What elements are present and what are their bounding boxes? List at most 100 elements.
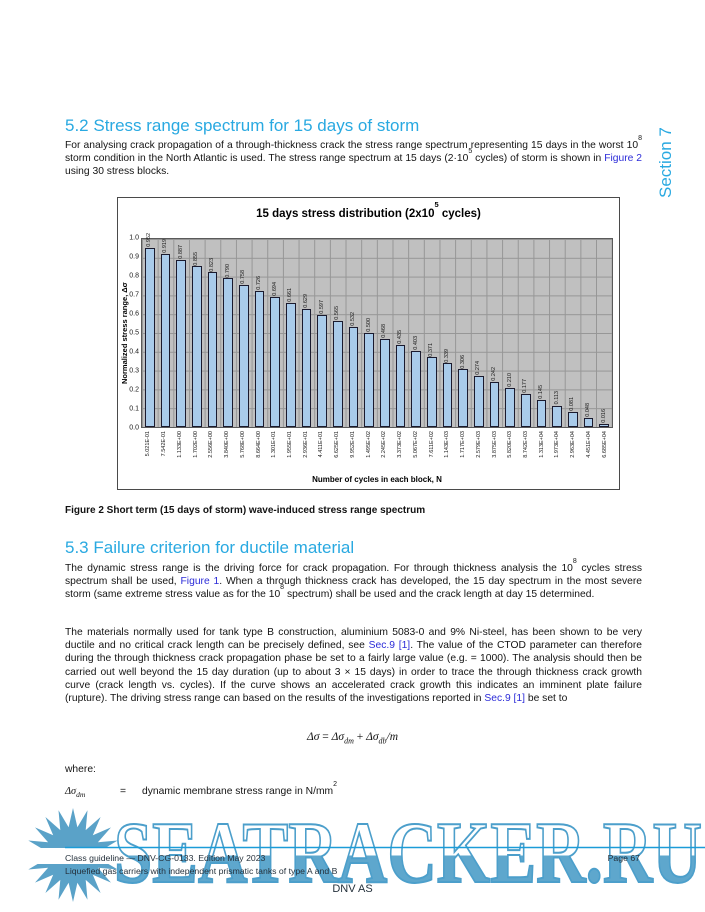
bar xyxy=(270,296,281,427)
x-tick-label: 4.411E+01 xyxy=(318,431,325,458)
bar-value-label: 0.145 xyxy=(538,384,545,399)
where-label: where: xyxy=(65,764,96,775)
x-tick: 2.963E+04 xyxy=(566,429,582,475)
y-tick-label: 0.9 xyxy=(129,253,139,261)
chart-category: 0.919 xyxy=(158,239,174,427)
x-tick: 7.542E-01 xyxy=(157,429,173,475)
x-tick: 2.936E+01 xyxy=(298,429,314,475)
section-5-3-paragraph-2: The materials normally used for tank typ… xyxy=(65,627,643,705)
bar-value-label: 0.113 xyxy=(553,391,560,405)
section-5-2-paragraph: For analysing crack propagation of a thr… xyxy=(65,134,643,178)
y-tick-label: 0.0 xyxy=(129,424,139,432)
x-tick: 2.556E+00 xyxy=(204,429,220,475)
chart-category: 0.145 xyxy=(534,239,550,427)
bar-value-label: 0.565 xyxy=(334,306,341,320)
x-tick: 3.373E+02 xyxy=(393,429,409,475)
bar xyxy=(160,254,171,427)
x-tick-label: 5.067E+02 xyxy=(412,431,419,458)
y-tick-label: 0.4 xyxy=(129,348,139,356)
stress-range-formula: Δσ = Δσdm + Δσdb/m xyxy=(306,731,399,746)
chart-category: 0.500 xyxy=(361,239,377,427)
x-tick-label: 5.820E+03 xyxy=(507,431,514,458)
bar xyxy=(176,260,187,427)
bar xyxy=(411,351,422,427)
chart-category: 0.177 xyxy=(518,239,534,427)
watermark: SEATRACKER.RU xyxy=(8,804,705,903)
chart-category: 0.532 xyxy=(346,239,362,427)
figure-2-chart: 15 days stress distribution (2x105 cycle… xyxy=(117,197,620,490)
bar xyxy=(380,339,390,427)
bar-value-label: 0.339 xyxy=(444,348,451,363)
x-tick-label: 1.973E+04 xyxy=(554,431,561,458)
figure-2-caption: Figure 2 Short term (15 days of storm) w… xyxy=(65,505,426,516)
x-tick: 1.955E+01 xyxy=(283,429,299,475)
bar xyxy=(583,417,594,427)
chart-y-ticks: 1.0 0.9 0.8 0.7 0.6 0.5 0.4 0.3 0.2 0.1 0.0 xyxy=(129,235,141,432)
definition-row: Δσdm = dynamic membrane stress range in … xyxy=(65,780,642,800)
x-tick: 8.664E+00 xyxy=(251,429,267,475)
bar xyxy=(599,424,610,427)
chart-category: 0.242 xyxy=(487,239,503,427)
x-tick: 1.143E+03 xyxy=(440,429,456,475)
chart-category: 0.694 xyxy=(267,239,283,427)
x-tick: 1.495E+02 xyxy=(361,429,377,475)
bar xyxy=(568,411,578,427)
chart-category: 0.565 xyxy=(330,239,346,427)
x-tick-label: 3.840E+00 xyxy=(224,431,231,458)
chart-category: 0.468 xyxy=(377,239,393,427)
x-tick-label: 2.936E+01 xyxy=(302,431,309,458)
bar-value-label: 0.629 xyxy=(303,293,310,308)
x-tick: 1.301E+01 xyxy=(267,429,283,475)
x-tick: 1.313E+04 xyxy=(534,429,550,475)
y-tick-label: 0.7 xyxy=(129,291,139,299)
bar xyxy=(458,369,469,427)
bar xyxy=(144,248,155,427)
x-tick-label: 8.742E+03 xyxy=(522,431,529,458)
chart-bars: 0.952 0.919 0.887 0.855 0.823 0.790 0.758 0.726… xyxy=(142,233,612,427)
y-tick-label: 0.8 xyxy=(129,272,139,280)
x-tick: 5.021E-01 xyxy=(141,429,157,475)
bar-value-label: 0.726 xyxy=(256,275,263,290)
cross-reference-link[interactable]: Figure 1 xyxy=(180,576,220,588)
bar xyxy=(239,284,249,427)
chart-category: 0.758 xyxy=(236,239,252,427)
x-tick: 3.840E+00 xyxy=(220,429,236,475)
definition-term: Δσdm xyxy=(65,786,86,800)
x-tick: 5.768E+00 xyxy=(235,429,251,475)
chart-category: 0.403 xyxy=(408,239,424,427)
x-tick-label: 1.313E+04 xyxy=(538,431,545,458)
x-tick-label: 8.664E+00 xyxy=(255,431,262,458)
x-tick-label: 5.768E+00 xyxy=(239,431,246,458)
bar xyxy=(301,308,312,427)
bar-value-label: 0.435 xyxy=(397,330,404,345)
bar xyxy=(348,326,359,427)
section-5-3-heading: 5.3 Failure criterion for ductile materi… xyxy=(65,538,355,557)
cross-reference-link[interactable]: Sec.9 [1] xyxy=(484,693,525,705)
x-tick-label: 1.301E+01 xyxy=(271,431,278,458)
cross-reference-link[interactable]: Figure 2 xyxy=(604,153,643,165)
bar xyxy=(505,387,516,427)
chart-category: 0.435 xyxy=(393,239,409,427)
chart-category: 0.726 xyxy=(252,239,268,427)
chart-category: 0.113 xyxy=(549,239,565,427)
bar xyxy=(191,266,202,427)
chart-plot-area: 0.952 0.919 0.887 0.855 0.823 0.790 0.758 0.726… xyxy=(141,233,613,428)
x-tick: 5.820E+03 xyxy=(503,429,519,475)
chart-category: 0.823 xyxy=(205,239,221,427)
chart-category: 0.048 xyxy=(581,239,597,427)
x-tick-label: 6.625E+01 xyxy=(334,431,341,458)
bar-value-label: 0.500 xyxy=(365,318,372,332)
cross-reference-link[interactable]: Sec.9 [1] xyxy=(368,640,411,652)
chart-category: 0.371 xyxy=(424,239,440,427)
bar xyxy=(333,320,343,427)
definition-text: dynamic membrane stress range in N/mm2 xyxy=(142,780,338,797)
bar-value-label: 0.532 xyxy=(350,312,357,326)
x-tick: 1.717E+03 xyxy=(456,429,472,475)
chart-x-axis-title: Number of cycles in each block, N xyxy=(312,475,442,484)
chart-category: 0.306 xyxy=(455,239,471,427)
bar xyxy=(317,314,328,427)
x-tick: 6.625E+01 xyxy=(330,429,346,475)
chart-category: 0.016 xyxy=(596,239,612,427)
chart-category: 0.855 xyxy=(189,239,205,427)
y-tick-label: 0.6 xyxy=(129,310,139,318)
